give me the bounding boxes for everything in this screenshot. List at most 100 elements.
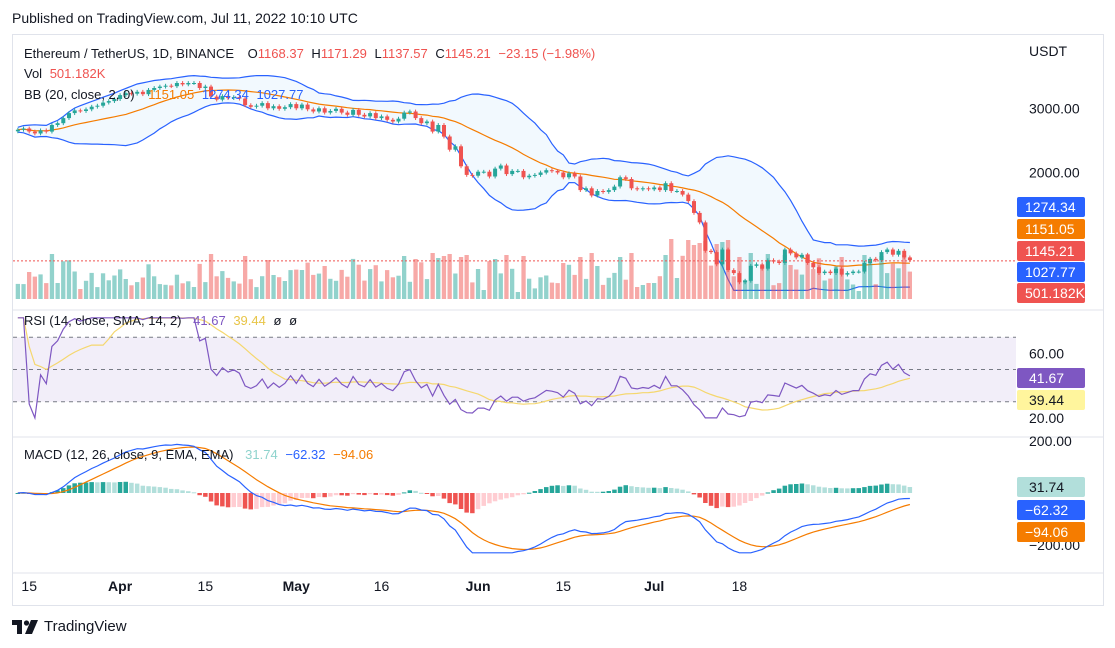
rsi-label[interactable]: RSI (14, close, SMA, 14, 2) bbox=[24, 313, 182, 328]
candle-body bbox=[294, 104, 299, 109]
macd-histogram-bar bbox=[157, 487, 163, 493]
candle-body bbox=[311, 109, 316, 112]
rsi-extra-2: ø bbox=[289, 313, 298, 328]
macd-histogram-bar bbox=[612, 489, 617, 493]
candle-body bbox=[396, 118, 401, 122]
volume-bar bbox=[481, 290, 486, 299]
macd-histogram-bar bbox=[794, 484, 799, 493]
volume-bar bbox=[697, 243, 702, 299]
volume-bar bbox=[95, 287, 100, 299]
volume-bar bbox=[333, 280, 339, 299]
candle-body bbox=[851, 271, 856, 274]
candle-body bbox=[669, 183, 674, 191]
volume-bar bbox=[538, 277, 543, 299]
macd-histogram-bar bbox=[100, 482, 106, 493]
candle-body bbox=[845, 273, 850, 275]
volume-bar bbox=[225, 277, 231, 299]
macd-histogram-bar bbox=[322, 493, 327, 498]
volume-bar bbox=[850, 284, 856, 299]
volume-bar bbox=[845, 279, 850, 299]
macd-histogram-bar bbox=[896, 484, 901, 493]
volume-bar bbox=[669, 239, 674, 299]
volume-bar bbox=[583, 278, 589, 299]
volume-bar bbox=[231, 281, 236, 299]
macd-histogram-bar bbox=[697, 493, 702, 498]
candle-body bbox=[390, 119, 395, 122]
candle-body bbox=[544, 170, 549, 173]
volume-bar bbox=[66, 260, 72, 299]
candle-body bbox=[419, 118, 424, 124]
candle-body bbox=[78, 110, 83, 112]
bb-band-fill bbox=[17, 75, 910, 291]
volume-bar bbox=[720, 242, 725, 299]
candle-body bbox=[226, 96, 231, 99]
time-tick-label: May bbox=[283, 578, 310, 594]
candle-body bbox=[612, 186, 617, 191]
volume-bar bbox=[254, 287, 259, 299]
macd-histogram-bar bbox=[890, 484, 896, 493]
volume-bar bbox=[743, 280, 748, 299]
candle-body bbox=[794, 253, 799, 258]
volume-bar bbox=[197, 263, 202, 299]
candle-body bbox=[169, 85, 174, 87]
candle-body bbox=[305, 104, 310, 110]
change-value: −23.15 (−1.98%) bbox=[498, 46, 596, 61]
macd-histogram-bar bbox=[748, 493, 753, 501]
macd-histogram-bar bbox=[362, 493, 367, 496]
candle-body bbox=[561, 172, 566, 178]
volume-bar bbox=[243, 256, 248, 299]
candle-body bbox=[476, 171, 481, 176]
volume-bar bbox=[640, 285, 645, 299]
volume-bar bbox=[703, 241, 708, 299]
macd-histogram-bar bbox=[134, 483, 140, 493]
bb-lower-badge: 1027.77 bbox=[1025, 264, 1076, 280]
volume-label[interactable]: Vol bbox=[24, 66, 43, 81]
tradingview-brand[interactable]: TradingView bbox=[12, 618, 127, 635]
volume-bar bbox=[487, 261, 492, 299]
macd-histogram-bar bbox=[720, 493, 725, 507]
volume-bar bbox=[385, 270, 390, 299]
candle-body bbox=[498, 165, 503, 169]
candle-body bbox=[220, 96, 225, 100]
volume-bar bbox=[402, 256, 407, 299]
candle-body bbox=[231, 97, 236, 99]
macd-label[interactable]: MACD (12, 26, close, 9, EMA, EMA) bbox=[24, 447, 234, 462]
chart-canvas[interactable]: USDT 3000.00 2000.00 1274.34 1151.05 1145.21 1… bbox=[13, 35, 1103, 605]
volume-bar bbox=[510, 268, 515, 299]
macd-histogram-bar bbox=[470, 493, 475, 514]
candle-body bbox=[385, 116, 390, 120]
candle-body bbox=[788, 249, 793, 254]
macd-histogram-bar bbox=[356, 493, 361, 495]
volume-bar bbox=[21, 284, 26, 299]
macd-histogram-bar bbox=[430, 493, 435, 497]
symbol-title[interactable]: Ethereum / TetherUS, 1D, BINANCE bbox=[24, 46, 235, 61]
bb-upper-badge: 1274.34 bbox=[1025, 199, 1076, 215]
volume-bar bbox=[794, 269, 799, 299]
volume-bar bbox=[612, 272, 617, 299]
candle-body bbox=[89, 106, 94, 110]
volume-bar bbox=[805, 254, 810, 299]
volume-bar bbox=[680, 255, 685, 299]
candle-body bbox=[214, 96, 219, 100]
time-tick-label: Jun bbox=[466, 578, 491, 594]
macd-histogram-bar bbox=[424, 493, 430, 494]
volume-bar bbox=[589, 253, 594, 299]
volume-bar bbox=[879, 256, 884, 299]
bb-label[interactable]: BB (20, close, 2, 0) bbox=[24, 87, 135, 102]
macd-histogram-bar bbox=[55, 490, 60, 493]
rsi-extra-1: ø bbox=[273, 313, 282, 328]
candle-body bbox=[697, 212, 702, 223]
rsi-line bbox=[17, 317, 911, 421]
candle-body bbox=[652, 187, 657, 190]
volume-bar bbox=[436, 258, 441, 299]
candle-body bbox=[356, 109, 361, 115]
candle-body bbox=[362, 114, 367, 117]
volume-bar bbox=[578, 257, 583, 299]
macd-histogram-bar bbox=[248, 493, 253, 510]
volume-bar bbox=[629, 253, 634, 299]
candle-body bbox=[118, 95, 123, 99]
volume-bar bbox=[686, 240, 691, 299]
bb-basis-value: 1151.05 bbox=[148, 87, 195, 102]
time-tick-label: 15 bbox=[198, 578, 214, 594]
macd-histogram-bar bbox=[617, 486, 623, 493]
